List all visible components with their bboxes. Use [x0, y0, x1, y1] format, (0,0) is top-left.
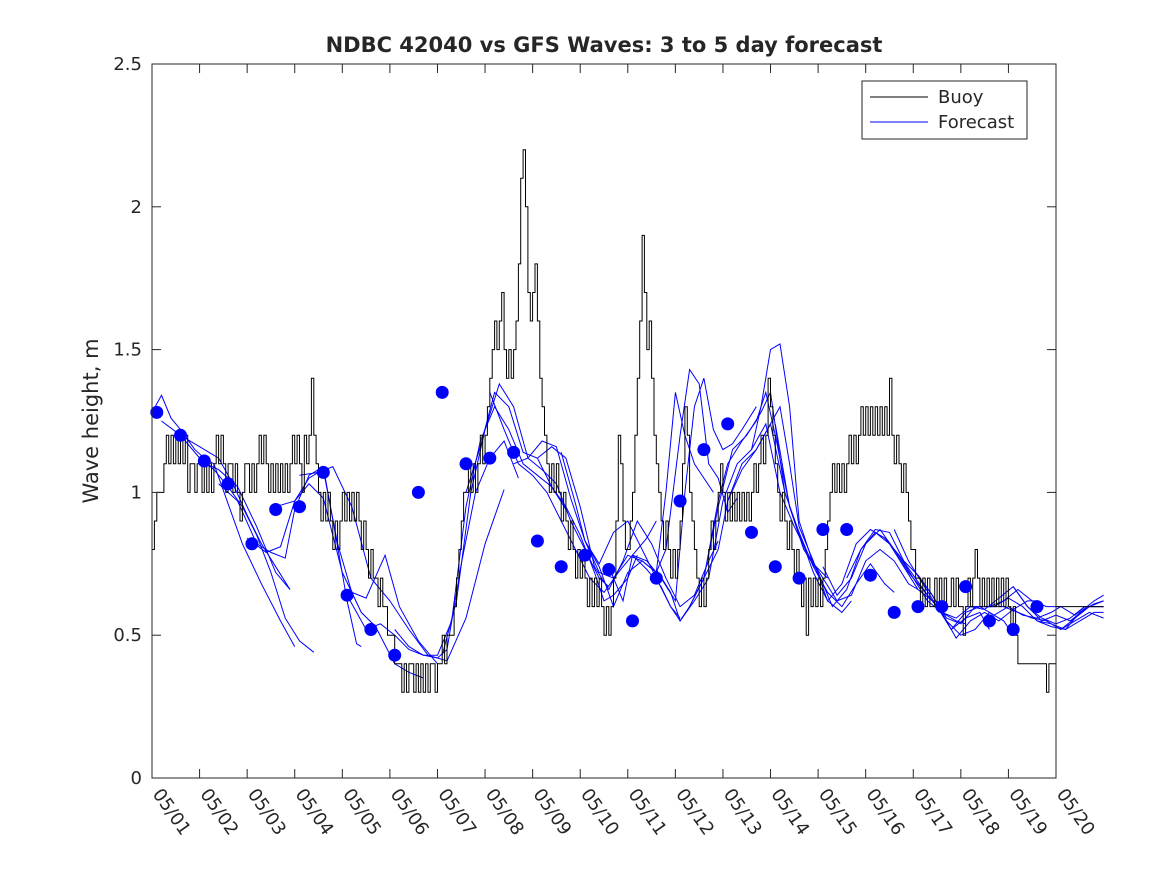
y-tick-label: 0.5 — [113, 625, 142, 646]
x-tick-label: 05/08 — [481, 785, 528, 840]
x-tick-label: 05/03 — [243, 785, 290, 840]
x-tick-label: 05/09 — [529, 785, 576, 840]
y-tick-label: 2 — [131, 197, 142, 218]
forecast-marker — [626, 614, 639, 628]
x-tick-label: 05/17 — [909, 785, 956, 840]
x-tick-label: 05/04 — [291, 785, 338, 840]
forecast-marker — [911, 600, 925, 614]
x-tick-label: 05/07 — [433, 785, 480, 840]
forecast-marker — [935, 600, 949, 614]
forecast-marker — [554, 560, 568, 574]
forecast-marker — [649, 571, 663, 585]
forecast-marker — [483, 451, 497, 465]
forecast-marker — [745, 525, 758, 539]
forecast-marker — [293, 500, 306, 514]
forecast-marker — [863, 568, 877, 582]
forecast-marker — [435, 385, 449, 399]
forecast-line — [1060, 611, 1104, 630]
forecast-marker — [197, 454, 211, 468]
marker-layer — [150, 385, 1044, 662]
legend-forecast-label: Forecast — [938, 112, 1014, 133]
x-tick-label: 05/01 — [148, 785, 195, 840]
forecast-line — [989, 600, 1104, 631]
x-tick-label: 05/05 — [338, 785, 385, 840]
buoy-line — [152, 149, 1104, 693]
x-tick-label: 05/15 — [814, 785, 861, 840]
x-tick-label: 05/10 — [576, 785, 623, 840]
plot-area-background — [152, 64, 1056, 778]
x-tick-label: 05/18 — [957, 785, 1004, 840]
x-tick-label: 05/16 — [862, 785, 909, 840]
chart-title: NDBC 42040 vs GFS Waves: 3 to 5 day fore… — [326, 33, 883, 57]
forecast-marker — [1030, 600, 1044, 614]
forecast-marker — [816, 523, 830, 536]
forecast-marker — [768, 560, 782, 574]
x-tick-label: 05/19 — [1004, 785, 1051, 840]
forecast-marker — [364, 623, 378, 636]
forecast-marker — [578, 548, 592, 562]
forecast-marker — [530, 534, 544, 548]
forecast-marker — [221, 477, 235, 491]
x-tick-label: 05/02 — [195, 785, 242, 840]
forecast-marker — [411, 485, 425, 499]
y-tick-label: 1.5 — [113, 340, 142, 361]
x-tick-label: 05/11 — [624, 785, 671, 840]
x-tick-label: 05/12 — [671, 785, 718, 840]
legend-buoy-label: Buoy — [938, 87, 984, 108]
forecast-marker — [245, 537, 259, 551]
plot-area-border — [151, 63, 1057, 779]
forecast-marker — [602, 563, 616, 576]
x-tick-label: 05/20 — [1052, 785, 1099, 840]
forecast-marker — [388, 648, 402, 662]
forecast-marker — [673, 494, 687, 508]
x-tick-label: 05/13 — [719, 785, 766, 840]
forecast-line — [465, 391, 638, 602]
forecast-line — [299, 466, 505, 662]
legend: Buoy Forecast — [861, 80, 1028, 140]
forecast-marker — [340, 588, 354, 602]
forecast-marker — [982, 614, 996, 628]
y-tick-label: 0 — [131, 768, 142, 789]
legend-box — [861, 80, 1028, 140]
y-tick-label: 1 — [131, 482, 142, 503]
forecast-marker — [721, 417, 735, 431]
forecast-marker — [316, 465, 330, 479]
forecast-marker — [959, 580, 973, 594]
forecast-marker — [1006, 623, 1020, 636]
forecast-line — [199, 460, 291, 590]
forecast-line — [584, 368, 738, 608]
forecast-marker — [150, 405, 164, 419]
forecast-marker — [459, 457, 473, 471]
y-tick-label: 2.5 — [113, 54, 142, 75]
forecast-marker — [269, 503, 283, 516]
forecast-marker — [840, 523, 854, 536]
forecast-marker — [174, 428, 187, 442]
forecast-marker — [887, 605, 901, 619]
forecast-line — [727, 422, 895, 608]
forecast-line — [1036, 611, 1104, 631]
forecast-marker — [792, 571, 806, 585]
forecast-marker — [697, 443, 711, 457]
x-tick-label: 05/14 — [766, 785, 813, 840]
forecast-marker — [507, 445, 521, 459]
x-tick-label: 05/06 — [386, 785, 433, 840]
y-axis-label: Wave height, m — [79, 338, 103, 503]
